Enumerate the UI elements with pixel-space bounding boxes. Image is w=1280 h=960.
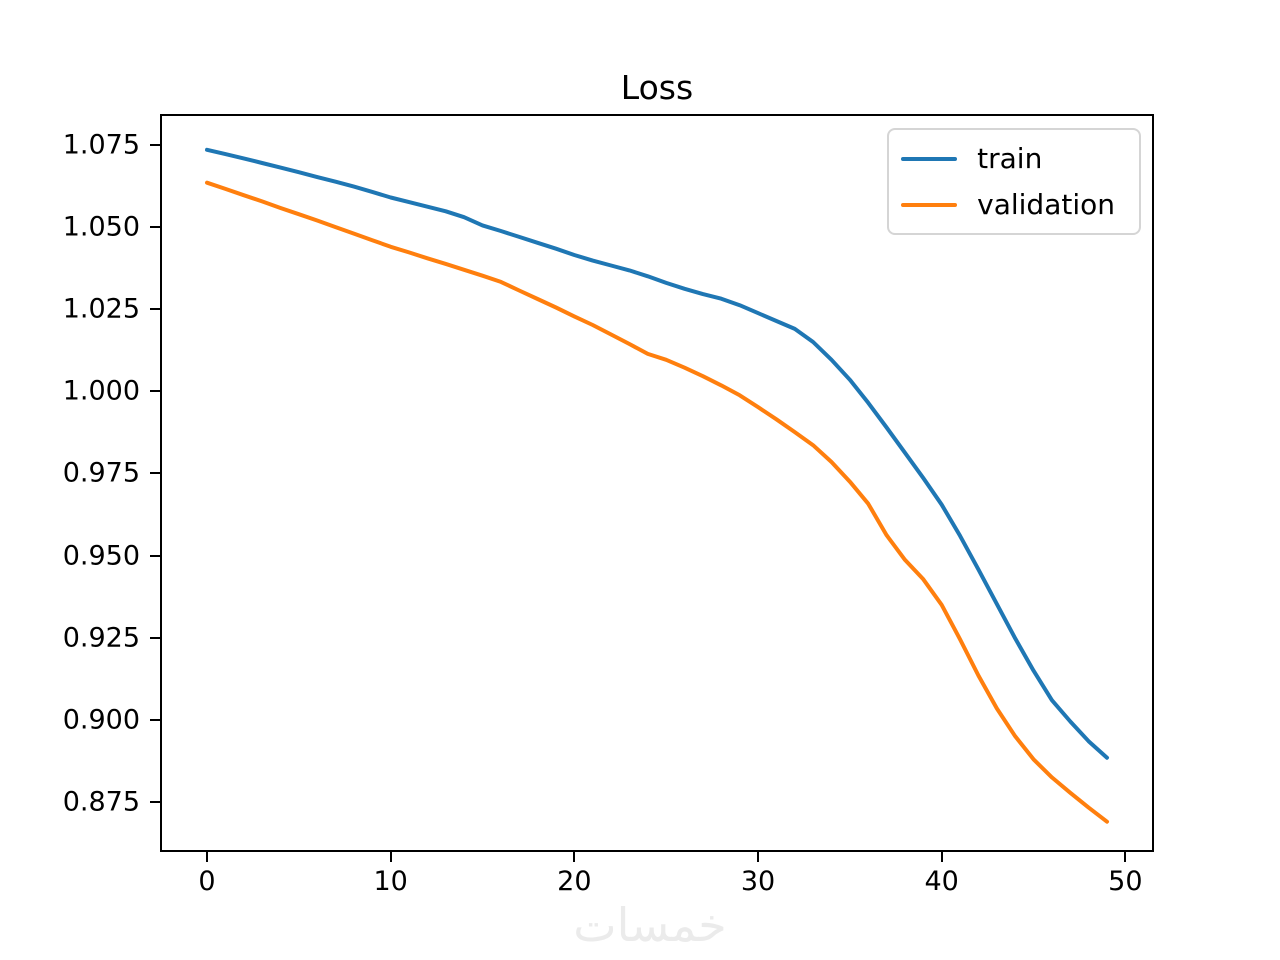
chart-title: Loss [620,68,694,107]
y-tick [150,143,160,146]
legend-item-validation: validation [901,188,1115,221]
y-tick-label: 1.075 [62,129,140,161]
x-tick-label: 50 [1108,866,1143,897]
legend: train validation [887,128,1141,235]
y-tick [150,390,160,393]
y-tick [150,308,160,311]
y-tick [150,472,160,475]
x-tick-label: 40 [924,866,959,897]
x-tick-label: 10 [373,866,408,897]
y-tick-label: 0.950 [62,540,140,572]
validation-line [205,180,1109,824]
x-tick [757,852,760,862]
x-tick-label: 30 [740,866,776,897]
legend-label-validation: validation [977,188,1115,221]
train-line [205,147,1109,760]
y-tick [150,718,160,721]
x-tick [206,852,208,862]
legend-label-train: train [977,142,1043,175]
watermark: خمسات [573,898,727,952]
legend-item-train: train [901,142,1115,175]
x-tick-label: 20 [557,866,592,897]
y-tick-label: 0.875 [62,786,140,818]
train-line-swatch [901,156,958,161]
y-tick [150,554,160,557]
y-tick [150,801,160,804]
y-tick-label: 0.900 [62,704,140,736]
y-tick-label: 0.975 [62,457,140,489]
y-tick [150,636,160,639]
x-tick-label: 0 [198,866,216,897]
plot-area: train validation 0 10 20 30 40 50 0.875 0.900 0.… [63,114,1154,897]
y-tick-label: 1.025 [62,293,140,325]
line-plot [205,147,1109,824]
x-tick [1124,852,1127,862]
y-tick [150,226,160,229]
x-tick [573,852,576,862]
x-tick [940,852,943,862]
y-tick-label: 0.925 [62,622,140,654]
y-tick-label: 1.000 [62,375,140,407]
y-tick-label: 1.050 [62,211,140,243]
x-tick [389,852,392,862]
validation-line-swatch [901,202,958,207]
